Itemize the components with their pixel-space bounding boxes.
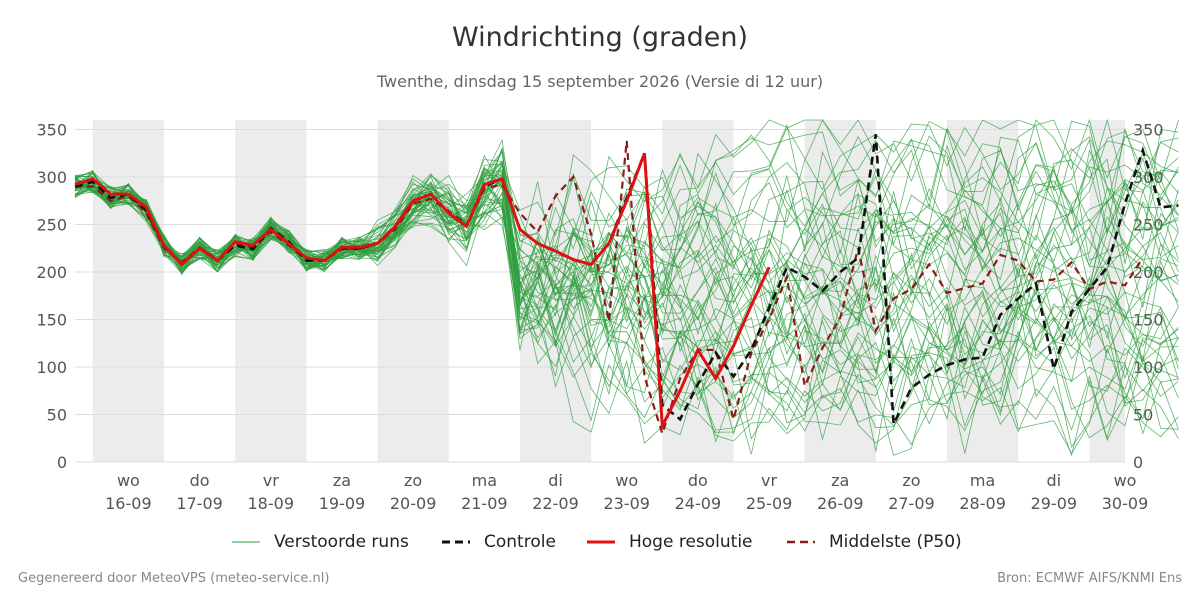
y-tick-right-0: 0 <box>1133 453 1143 472</box>
y-tick-left-0: 0 <box>57 453 67 472</box>
legend-item-high-res: Hoge resolutie <box>585 530 753 554</box>
x-tick-date-4: 20-09 <box>390 494 437 513</box>
y-tick-left-300: 300 <box>36 168 67 187</box>
day-shade-16-09 <box>92 120 164 462</box>
x-tick-day-14: wo <box>1114 471 1137 490</box>
x-tick-date-1: 17-09 <box>176 494 223 513</box>
x-tick-day-6: di <box>548 471 563 490</box>
legend-label-median: Middelste (P50) <box>829 532 962 552</box>
footer-source: Bron: ECMWF AIFS/KNMI Ens <box>997 571 1182 586</box>
ensemble-member-line <box>74 119 1179 348</box>
legend-item-median: Middelste (P50) <box>785 530 962 554</box>
x-tick-date-7: 23-09 <box>603 494 650 513</box>
x-tick-date-9: 25-09 <box>746 494 793 513</box>
x-tick-day-7: wo <box>615 471 638 490</box>
legend-label-perturbed: Verstoorde runs <box>274 532 409 552</box>
y-tick-right-150: 150 <box>1133 311 1164 330</box>
y-tick-right-350: 350 <box>1133 121 1164 140</box>
ensemble-member-line <box>74 185 1179 408</box>
chart-title: Windrichting (graden) <box>451 22 749 53</box>
x-tick-date-12: 28-09 <box>959 494 1006 513</box>
x-tick-day-13: di <box>1047 471 1062 490</box>
x-tick-date-10: 26-09 <box>817 494 864 513</box>
x-tick-day-8: do <box>688 471 708 490</box>
ensemble-member-line <box>74 171 1179 440</box>
ensemble-member-line <box>74 166 1179 455</box>
y-tick-left-100: 100 <box>36 358 67 377</box>
legend: Verstoorde runs Controle Hoge resolutie … <box>0 530 1200 554</box>
footer-generated-by: Gegenereerd door MeteoVPS (meteo-service… <box>18 571 330 586</box>
y-tick-left-200: 200 <box>36 263 67 282</box>
x-tick-day-0: wo <box>117 471 140 490</box>
day-shade-20-09 <box>377 120 449 462</box>
y-tick-right-50: 50 <box>1133 406 1153 425</box>
ensemble-member-line <box>74 131 1179 321</box>
y-tick-left-150: 150 <box>36 311 67 330</box>
x-tick-day-9: vr <box>761 471 777 490</box>
y-tick-left-50: 50 <box>47 406 67 425</box>
x-tick-day-3: za <box>333 471 351 490</box>
legend-item-perturbed: Verstoorde runs <box>230 530 409 554</box>
legend-swatch-median <box>787 540 815 544</box>
ensemble-member-line <box>74 162 1179 444</box>
x-tick-date-3: 19-09 <box>319 494 366 513</box>
x-tick-day-4: zo <box>404 471 422 490</box>
ensemble-member-line <box>74 178 1179 444</box>
ensemble-member-line <box>74 151 1179 377</box>
x-tick-date-2: 18-09 <box>248 494 295 513</box>
legend-swatch-control <box>442 540 470 544</box>
ensemble-member-line <box>74 162 1179 304</box>
ensemble-member-line <box>74 126 1179 316</box>
y-tick-left-350: 350 <box>36 121 67 140</box>
legend-label-high-res: Hoge resolutie <box>629 532 753 552</box>
chart-subtitle: Twenthe, dinsdag 15 september 2026 (Vers… <box>376 72 824 91</box>
x-tick-date-6: 22-09 <box>532 494 579 513</box>
x-tick-day-11: zo <box>902 471 920 490</box>
x-tick-day-2: vr <box>263 471 279 490</box>
legend-label-control: Controle <box>484 532 556 552</box>
x-tick-date-14: 30-09 <box>1102 494 1149 513</box>
ensemble-member-line <box>74 181 1179 364</box>
legend-item-control: Controle <box>440 530 556 554</box>
x-tick-day-1: do <box>190 471 210 490</box>
x-tick-day-5: ma <box>472 471 497 490</box>
x-tick-day-12: ma <box>970 471 995 490</box>
x-tick-date-13: 29-09 <box>1031 494 1078 513</box>
x-tick-date-0: 16-09 <box>105 494 152 513</box>
day-shade-18-09 <box>235 120 307 462</box>
x-tick-date-5: 21-09 <box>461 494 508 513</box>
x-tick-day-10: za <box>831 471 849 490</box>
x-tick-date-11: 27-09 <box>888 494 935 513</box>
legend-swatch-perturbed <box>232 541 260 543</box>
legend-swatch-high-res <box>587 540 615 544</box>
high-res-line <box>74 152 771 432</box>
y-tick-left-250: 250 <box>36 216 67 235</box>
x-tick-date-8: 24-09 <box>675 494 722 513</box>
